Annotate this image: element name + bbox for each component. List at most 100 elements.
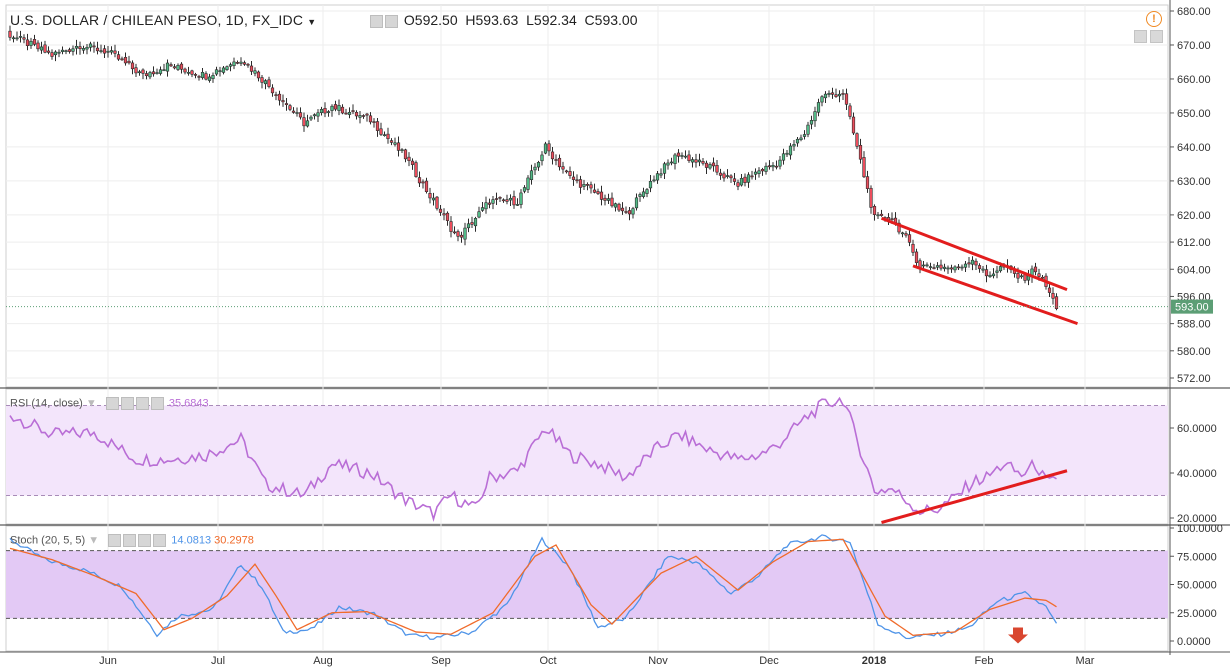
candle [949, 264, 954, 273]
candle [431, 192, 436, 206]
candle [29, 37, 33, 49]
candle-body [25, 39, 30, 46]
symbol-title[interactable]: U.S. DOLLAR / CHILEAN PESO, 1D, FX_IDC ▼ [10, 12, 316, 28]
candle [806, 121, 810, 138]
candle-body [631, 208, 635, 215]
candle [617, 202, 621, 213]
candle-body [662, 163, 667, 174]
y-tick-label: 572.00 [1177, 373, 1211, 385]
candle [869, 185, 873, 214]
candle [354, 110, 359, 120]
candle-body [67, 49, 72, 52]
x-tick-label: Dec [759, 655, 779, 667]
eye-icon[interactable] [108, 534, 122, 547]
candle-body [781, 153, 786, 161]
candle [99, 44, 103, 54]
candle-body [162, 69, 166, 71]
candle [571, 171, 576, 186]
candle-body [120, 58, 124, 61]
candle [946, 265, 950, 274]
candle [526, 175, 530, 193]
candle [113, 44, 117, 58]
candle-body [431, 197, 436, 201]
candle-body [312, 114, 317, 117]
candle-body [711, 162, 716, 167]
settings-icon[interactable] [370, 14, 383, 28]
plus-icon[interactable] [138, 534, 152, 547]
candle-body [634, 197, 639, 209]
candle-body [323, 108, 327, 114]
candle-body [746, 174, 751, 183]
candle [729, 174, 733, 183]
caret-down-icon[interactable]: ▼ [307, 17, 317, 27]
candle [536, 160, 541, 171]
candle-body [599, 191, 604, 200]
stoch-tick-label: 50.0000 [1177, 580, 1217, 592]
chart-down-icon[interactable] [1150, 30, 1163, 43]
candle-body [375, 121, 380, 131]
candle-body [687, 154, 691, 161]
settings-icon[interactable] [123, 534, 137, 547]
candle-body [505, 199, 509, 202]
candle [1019, 273, 1024, 279]
candle [249, 60, 254, 76]
candle-body [536, 162, 541, 168]
candle [799, 134, 803, 142]
candle-body [221, 67, 226, 73]
candle [60, 46, 65, 55]
candle-body [417, 177, 422, 184]
candle [711, 157, 716, 172]
close-icon[interactable] [153, 534, 167, 547]
candle [459, 231, 464, 243]
candle-body [862, 157, 866, 178]
candle [498, 196, 502, 202]
gear-icon[interactable] [385, 14, 398, 28]
settings-icon[interactable] [120, 397, 134, 410]
candle [407, 152, 411, 167]
candle [365, 112, 369, 122]
candle [382, 131, 387, 137]
candle [827, 90, 831, 98]
close-icon[interactable] [150, 397, 164, 410]
candle-body [207, 76, 212, 81]
candle [865, 170, 870, 193]
candle-body [795, 138, 800, 144]
candle [449, 216, 453, 238]
plus-icon[interactable] [135, 397, 149, 410]
candle [438, 205, 443, 216]
rsi-header[interactable]: RSI (14, close) ▼ 35.6843 [10, 397, 209, 410]
candle-body [347, 112, 352, 115]
trendlines [880, 216, 1078, 644]
candle [694, 153, 698, 168]
candle-body [974, 260, 978, 266]
candle-body [158, 69, 163, 74]
candle-body [554, 159, 558, 161]
candle-body [557, 157, 562, 168]
candle [575, 174, 579, 184]
candle [641, 187, 646, 199]
candle-body [1037, 273, 1041, 277]
candle-body [820, 96, 824, 103]
candle-body [788, 145, 793, 156]
candle-body [354, 112, 359, 117]
y-tick-label: 660.00 [1177, 74, 1211, 86]
candle-body [99, 50, 103, 52]
candle-body [760, 169, 765, 172]
candle-body [442, 213, 446, 216]
candle-body [211, 75, 215, 79]
candle [753, 168, 758, 180]
candle-body [18, 36, 23, 38]
candle-body [235, 62, 240, 64]
eye-icon[interactable] [105, 397, 119, 410]
candle [337, 99, 341, 116]
candle-body [389, 140, 394, 143]
candle [442, 208, 446, 221]
stoch-tick-label: 75.0000 [1177, 551, 1217, 563]
stoch-header[interactable]: Stoch (20, 5, 5) ▼ 14.0813 30.2978 [10, 534, 254, 547]
candle-body [890, 218, 894, 221]
warning-icon[interactable]: ! [1146, 11, 1162, 27]
candle-body [298, 112, 303, 118]
chart-up-icon[interactable] [1134, 30, 1147, 43]
candle [610, 192, 614, 208]
